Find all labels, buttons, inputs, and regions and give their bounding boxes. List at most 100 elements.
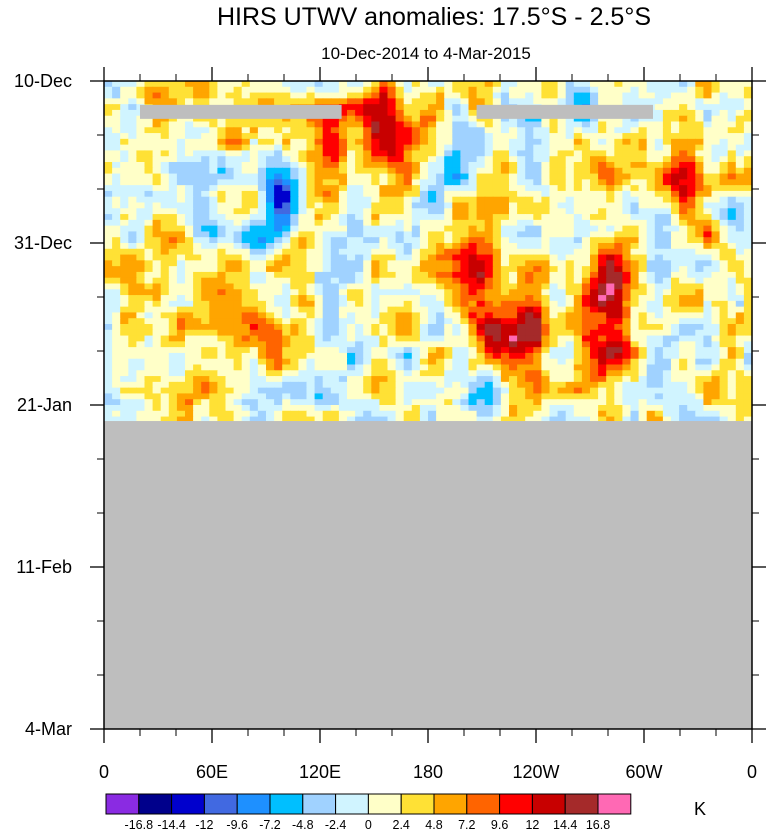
heatmap-cell bbox=[614, 324, 623, 331]
heatmap-cell bbox=[193, 283, 202, 290]
heatmap-cell bbox=[460, 352, 470, 360]
heatmap-cell bbox=[509, 138, 518, 146]
heatmap-cell bbox=[500, 190, 510, 198]
heatmap-cell bbox=[363, 179, 372, 186]
heatmap-cell bbox=[622, 179, 632, 186]
heatmap-cell bbox=[606, 300, 615, 308]
heatmap-cell bbox=[387, 277, 397, 285]
heatmap-cell bbox=[160, 364, 170, 371]
heatmap-cell bbox=[614, 341, 623, 348]
heatmap-cell bbox=[622, 185, 632, 192]
heatmap-cell bbox=[565, 98, 575, 105]
heatmap-cell bbox=[176, 271, 186, 279]
heatmap-cell bbox=[112, 109, 121, 117]
heatmap-cell bbox=[201, 173, 210, 180]
heatmap-cell bbox=[209, 370, 218, 377]
heatmap-cell bbox=[630, 248, 640, 256]
heatmap-cell bbox=[735, 214, 745, 221]
heatmap-cell bbox=[387, 358, 397, 366]
heatmap-cell bbox=[630, 219, 640, 227]
heatmap-cell bbox=[444, 138, 453, 146]
heatmap-cell bbox=[743, 306, 753, 314]
heatmap-cell bbox=[379, 283, 389, 290]
heatmap-cell bbox=[193, 98, 202, 105]
heatmap-cell bbox=[711, 214, 721, 221]
heatmap-cell bbox=[492, 138, 502, 146]
heatmap-cell bbox=[298, 167, 308, 175]
heatmap-cell bbox=[549, 260, 559, 267]
heatmap-cell bbox=[403, 283, 413, 290]
heatmap-cell bbox=[557, 283, 567, 290]
heatmap-cell bbox=[314, 156, 324, 163]
heatmap-cell bbox=[468, 162, 478, 169]
heatmap-cell bbox=[112, 341, 121, 348]
heatmap-cell bbox=[428, 306, 437, 314]
heatmap-cell bbox=[444, 173, 453, 180]
heatmap-cell bbox=[314, 416, 324, 422]
heatmap-cell bbox=[444, 225, 453, 233]
heatmap-cell bbox=[104, 248, 113, 256]
heatmap-cell bbox=[419, 98, 429, 105]
heatmap-cell bbox=[622, 173, 632, 180]
heatmap-cell bbox=[282, 416, 291, 422]
heatmap-cell bbox=[387, 393, 397, 400]
heatmap-cell bbox=[533, 92, 542, 99]
heatmap-cell bbox=[622, 92, 632, 99]
heatmap-cell bbox=[282, 335, 291, 342]
heatmap-cell bbox=[387, 196, 397, 204]
heatmap-cell bbox=[509, 219, 518, 227]
heatmap-cell bbox=[662, 318, 672, 325]
heatmap-cell bbox=[306, 341, 316, 348]
missing-data-bar bbox=[476, 104, 653, 119]
heatmap-cell bbox=[120, 196, 129, 204]
heatmap-cell bbox=[533, 370, 542, 377]
heatmap-cell bbox=[500, 370, 510, 377]
heatmap-cell bbox=[176, 335, 186, 342]
heatmap-cell bbox=[266, 81, 275, 88]
heatmap-cell bbox=[590, 121, 599, 128]
heatmap-cell bbox=[436, 86, 445, 94]
heatmap-cell bbox=[541, 295, 551, 302]
heatmap-cell bbox=[679, 86, 688, 94]
heatmap-cell bbox=[112, 81, 121, 88]
heatmap-cell bbox=[525, 271, 534, 279]
heatmap-cell bbox=[387, 86, 397, 94]
heatmap-cell bbox=[703, 196, 713, 204]
heatmap-cell bbox=[646, 248, 656, 256]
heatmap-cell bbox=[695, 98, 704, 105]
heatmap-cell bbox=[257, 387, 267, 395]
heatmap-cell bbox=[266, 283, 275, 290]
heatmap-cell bbox=[565, 167, 575, 175]
heatmap-cell bbox=[330, 127, 340, 134]
heatmap-cell bbox=[330, 300, 340, 308]
heatmap-cell bbox=[598, 162, 607, 169]
heatmap-cell bbox=[671, 225, 680, 233]
heatmap-cell bbox=[104, 115, 113, 123]
heatmap-cell bbox=[314, 410, 324, 418]
heatmap-cell bbox=[711, 283, 721, 290]
heatmap-cell bbox=[557, 208, 567, 215]
heatmap-cell bbox=[484, 162, 494, 169]
heatmap-cell bbox=[379, 399, 389, 406]
heatmap-cell bbox=[233, 387, 243, 395]
heatmap-cell bbox=[379, 219, 389, 227]
heatmap-cell bbox=[371, 370, 380, 377]
heatmap-cell bbox=[573, 300, 583, 308]
heatmap-cell bbox=[128, 104, 137, 111]
heatmap-cell bbox=[347, 231, 356, 238]
heatmap-cell bbox=[500, 410, 510, 418]
heatmap-cell bbox=[128, 370, 137, 377]
heatmap-cell bbox=[565, 289, 575, 296]
heatmap-cell bbox=[266, 271, 275, 279]
heatmap-cell bbox=[257, 208, 267, 215]
heatmap-cell bbox=[330, 312, 340, 319]
heatmap-cell bbox=[241, 214, 251, 221]
heatmap-cell bbox=[654, 225, 664, 233]
heatmap-cell bbox=[541, 370, 551, 377]
heatmap-cell bbox=[557, 150, 567, 157]
heatmap-cell bbox=[225, 133, 235, 140]
heatmap-cell bbox=[338, 387, 348, 395]
heatmap-cell bbox=[492, 202, 502, 209]
heatmap-cell bbox=[217, 370, 227, 377]
heatmap-cell bbox=[403, 202, 413, 209]
